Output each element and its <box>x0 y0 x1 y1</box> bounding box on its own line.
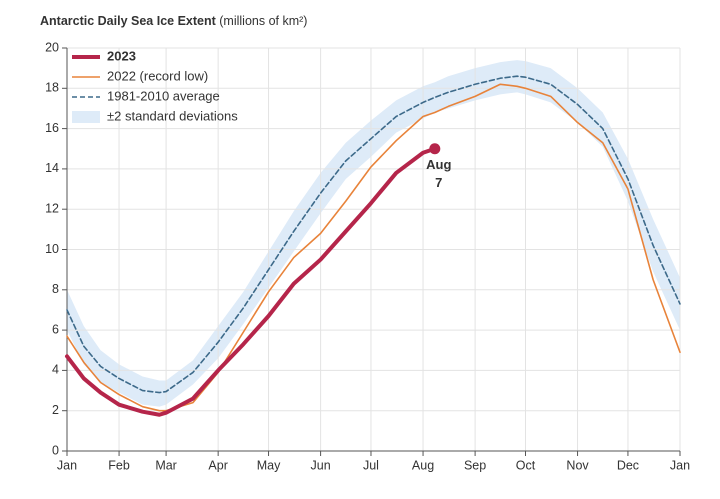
band-layer <box>67 60 680 407</box>
y-tick-label: 2 <box>52 403 59 417</box>
y-tick-label: 14 <box>45 161 59 175</box>
legend-label: 1981-2010 average <box>107 88 220 103</box>
x-tick-label: Aug <box>412 458 434 472</box>
annotation: 7 <box>435 175 442 190</box>
x-tick-label: Sep <box>464 458 486 472</box>
y-tick-label: 16 <box>45 121 59 135</box>
grid-layer: 0 2 4 6 8 10 12 14 16 18 20 Jan Feb Mar Apr May Jun Jul Au… <box>45 40 690 472</box>
y-tick-label: 0 <box>52 443 59 457</box>
legend-swatch <box>72 111 100 123</box>
series-line <box>66 75 681 394</box>
legend-label: 2022 (record low) <box>107 68 208 83</box>
y-tick-label: 8 <box>52 282 59 296</box>
x-tick-label: Feb <box>108 458 130 472</box>
x-tick-label: Jan <box>57 458 77 472</box>
x-tick-label: Jul <box>363 458 379 472</box>
legend: 2023 2022 (record low) 1981-2010 average ±2… <box>72 48 238 123</box>
x-tick-label: May <box>257 458 281 472</box>
y-tick-label: 12 <box>45 201 59 215</box>
legend-label: ±2 standard deviations <box>107 108 238 123</box>
y-tick-label: 20 <box>45 40 59 54</box>
line-layer: Aug 7 <box>65 75 681 417</box>
y-tick-label: 10 <box>45 242 59 256</box>
x-tick-label: Dec <box>617 458 639 472</box>
x-tick-label: Jun <box>311 458 331 472</box>
chart-title: Antarctic Daily Sea Ice Extent (millions… <box>40 14 307 28</box>
x-tick-label: Jan <box>670 458 690 472</box>
legend-label: 2023 <box>107 48 136 63</box>
x-tick-label: Apr <box>208 458 227 472</box>
std-band <box>67 60 680 407</box>
y-tick-label: 18 <box>45 81 59 95</box>
annotation: Aug <box>426 157 451 172</box>
x-tick-label: Oct <box>516 458 536 472</box>
y-label: (millions of km²) <box>219 14 307 28</box>
series-line <box>66 83 681 412</box>
title: Antarctic Daily Sea Ice Extent <box>40 14 217 28</box>
end-marker <box>429 143 441 155</box>
y-tick-label: 6 <box>52 322 59 336</box>
series-line <box>65 146 437 417</box>
y-tick-label: 4 <box>52 363 59 377</box>
x-tick-label: Nov <box>566 458 589 472</box>
x-tick-label: Mar <box>155 458 177 472</box>
